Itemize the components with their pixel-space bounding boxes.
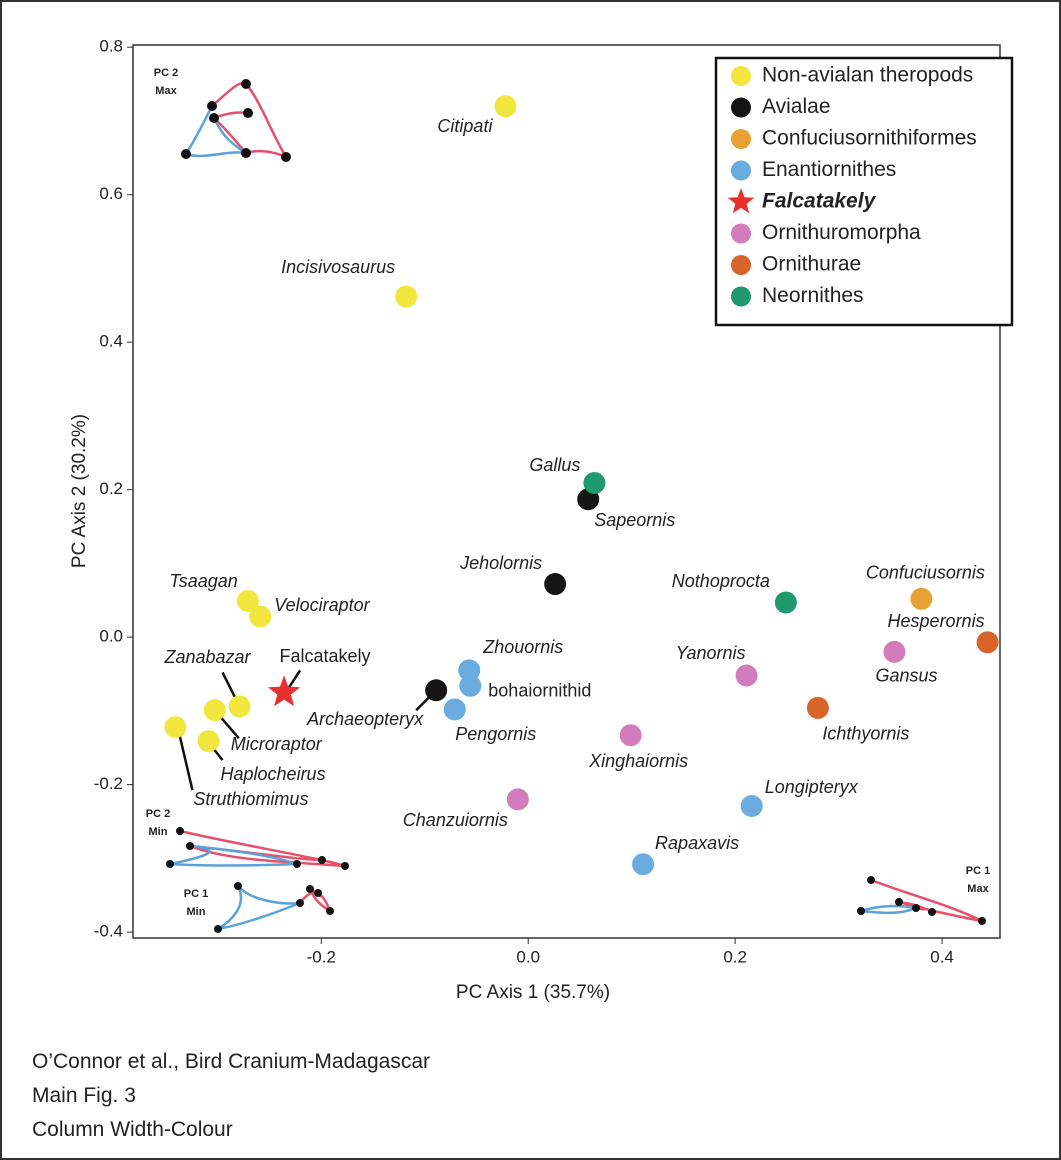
- point-label: Gansus: [875, 666, 937, 686]
- x-tick-label: 0.2: [723, 947, 747, 966]
- point-label: Rapaxavis: [655, 833, 739, 853]
- y-tick-label: 0.6: [99, 184, 123, 203]
- point-label: bohaiornithid: [488, 681, 591, 701]
- caption-line: O’Connor et al., Bird Cranium-Madagascar: [32, 1050, 430, 1073]
- point: [741, 795, 763, 817]
- point-label: Haplocheirus: [221, 764, 326, 784]
- legend-label: Ornithuromorpha: [762, 221, 921, 244]
- point: [910, 588, 932, 610]
- x-axis-label: PC Axis 1 (35.7%): [456, 982, 610, 1003]
- legend-label: Avialae: [762, 95, 831, 118]
- point: [977, 631, 999, 653]
- point: [249, 605, 271, 627]
- point-label: Gallus: [529, 455, 580, 475]
- point-label: Zanabazar: [164, 647, 252, 667]
- inset-label: Min: [187, 906, 206, 918]
- legend-label: Enantiornithes: [762, 158, 896, 181]
- legend-label: Falcatakely: [762, 190, 877, 213]
- point-label: Hesperornis: [888, 611, 985, 631]
- inset-label: PC 1: [966, 865, 990, 877]
- point-label: Zhouornis: [482, 637, 563, 657]
- point: [494, 95, 516, 117]
- y-tick-label: -0.4: [94, 922, 123, 941]
- figure: PC Axis 1 (35.7%) PC Axis 2 (30.2%) -0.2…: [0, 0, 1061, 1160]
- point: [459, 675, 481, 697]
- point: [883, 641, 905, 663]
- inset-label: PC 2: [146, 808, 170, 820]
- point-label: Ichthyornis: [822, 724, 909, 744]
- point-label: Sapeornis: [594, 510, 675, 530]
- inset-label: Max: [155, 85, 177, 97]
- y-tick-label: 0.0: [99, 627, 123, 646]
- point-label: Pengornis: [455, 724, 536, 744]
- legend-marker: [731, 129, 751, 149]
- point: [229, 695, 251, 717]
- point: [775, 591, 797, 613]
- y-tick-label: -0.2: [94, 774, 123, 793]
- y-tick-label: 0.4: [99, 332, 123, 351]
- point: [507, 788, 529, 810]
- point: [198, 730, 220, 752]
- point-label: Confuciusornis: [866, 563, 985, 583]
- caption-line: Main Fig. 3: [32, 1084, 136, 1107]
- legend-label: Neornithes: [762, 284, 864, 307]
- x-tick-label: -0.2: [307, 947, 336, 966]
- point: [164, 716, 186, 738]
- legend-marker: [731, 224, 751, 244]
- point-label: Incisivosaurus: [281, 257, 395, 277]
- inset-label: Max: [967, 883, 989, 895]
- point-label: Xinghaiornis: [588, 751, 688, 771]
- point-label: Archaeopteryx: [306, 709, 424, 729]
- y-tick-label: 0.8: [99, 37, 123, 56]
- y-axis-label: PC Axis 2 (30.2%): [69, 414, 90, 568]
- point-label: Yanornis: [676, 643, 746, 663]
- point: [620, 724, 642, 746]
- point: [807, 697, 829, 719]
- point-label: Jeholornis: [459, 553, 542, 573]
- point: [204, 699, 226, 721]
- legend-marker: [731, 287, 751, 307]
- point-label: Struthiomimus: [193, 789, 308, 809]
- point-label: Chanzuiornis: [403, 810, 508, 830]
- point-label: Microraptor: [231, 734, 323, 754]
- point: [632, 853, 654, 875]
- point: [395, 285, 417, 307]
- point: [444, 698, 466, 720]
- point-label: Longipteryx: [765, 777, 859, 797]
- point: [544, 573, 566, 595]
- inset-label: PC 2: [154, 67, 178, 79]
- y-tick-label: 0.2: [99, 479, 123, 498]
- x-tick-label: 0.4: [930, 947, 954, 966]
- point-label: Tsaagan: [169, 571, 237, 591]
- inset-label: Min: [149, 826, 168, 838]
- legend-label: Confuciusornithiformes: [762, 127, 977, 150]
- point: [583, 472, 605, 494]
- legend-marker: [731, 255, 751, 275]
- point-label: Falcatakely: [280, 646, 371, 666]
- point-label: Velociraptor: [274, 595, 370, 615]
- point-label: Nothoprocta: [672, 571, 770, 591]
- legend-label: Ornithurae: [762, 253, 861, 276]
- inset-label: PC 1: [184, 888, 208, 900]
- point-label: Citipati: [437, 116, 493, 136]
- caption-line: Column Width-Colour: [32, 1118, 233, 1141]
- point: [425, 679, 447, 701]
- legend-marker: [731, 98, 751, 118]
- point: [736, 664, 758, 686]
- legend-label: Non-avialan theropods: [762, 64, 973, 87]
- x-tick-label: 0.0: [516, 947, 540, 966]
- legend-marker: [731, 161, 751, 181]
- legend-marker: [731, 66, 751, 86]
